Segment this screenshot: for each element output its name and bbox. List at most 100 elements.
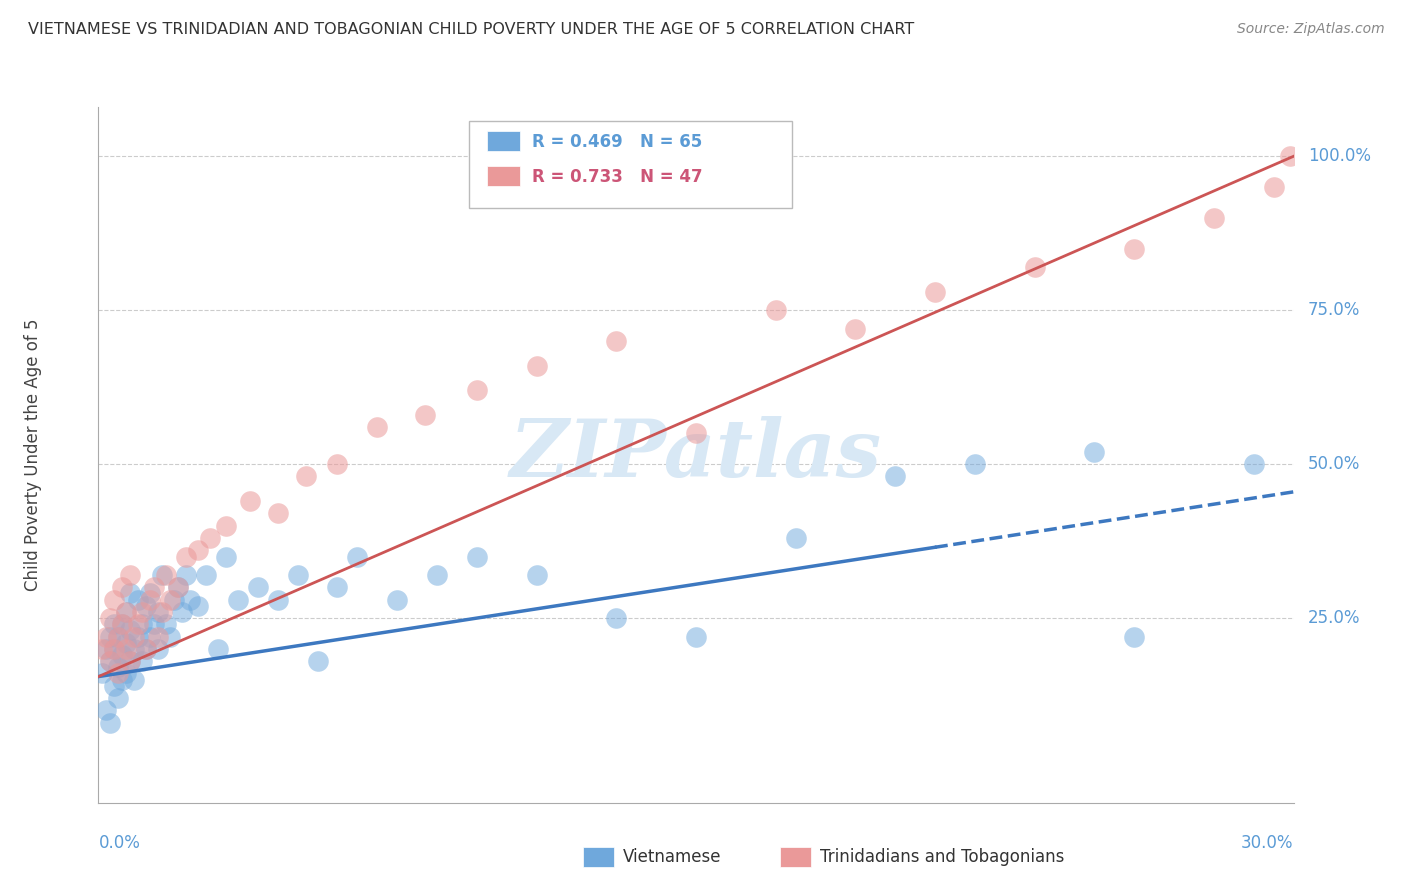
- Point: [115, 605, 138, 619]
- Point: [111, 580, 134, 594]
- Point: [127, 592, 149, 607]
- Text: 100.0%: 100.0%: [1308, 147, 1371, 165]
- Point: [148, 630, 170, 644]
- Point: [124, 630, 146, 644]
- Point: [135, 641, 157, 656]
- Point: [685, 426, 707, 441]
- Point: [924, 285, 946, 299]
- Point: [120, 654, 142, 668]
- Point: [167, 580, 190, 594]
- Point: [98, 630, 122, 644]
- Point: [413, 408, 436, 422]
- Bar: [486, 166, 520, 186]
- Point: [148, 605, 170, 619]
- Point: [111, 673, 134, 687]
- Text: Child Poverty Under the Age of 5: Child Poverty Under the Age of 5: [24, 318, 42, 591]
- Point: [1123, 630, 1146, 644]
- Point: [96, 703, 118, 717]
- Point: [1123, 242, 1146, 256]
- Point: [135, 641, 157, 656]
- Point: [107, 660, 129, 674]
- Point: [346, 549, 368, 564]
- Point: [150, 568, 173, 582]
- Point: [605, 611, 627, 625]
- Point: [131, 654, 153, 668]
- Point: [150, 605, 173, 619]
- Point: [107, 691, 129, 706]
- Point: [98, 654, 122, 668]
- Point: [148, 641, 170, 656]
- Point: [294, 469, 316, 483]
- Point: [124, 673, 146, 687]
- Point: [174, 568, 197, 582]
- Point: [179, 592, 201, 607]
- Point: [198, 531, 221, 545]
- Text: 50.0%: 50.0%: [1308, 455, 1360, 473]
- Point: [120, 568, 142, 582]
- Point: [366, 420, 388, 434]
- Point: [107, 630, 129, 644]
- Point: [127, 617, 149, 632]
- Text: 75.0%: 75.0%: [1308, 301, 1360, 319]
- Text: Trinidadians and Tobagonians: Trinidadians and Tobagonians: [820, 848, 1064, 866]
- Text: R = 0.469   N = 65: R = 0.469 N = 65: [533, 133, 703, 151]
- Point: [143, 580, 166, 594]
- Point: [765, 303, 787, 318]
- Point: [246, 580, 269, 594]
- Point: [155, 568, 177, 582]
- Point: [155, 617, 177, 632]
- Point: [103, 617, 125, 632]
- Point: [163, 592, 186, 607]
- Point: [1263, 180, 1285, 194]
- Point: [111, 617, 134, 632]
- Text: ZIPatlas: ZIPatlas: [510, 417, 882, 493]
- Text: Vietnamese: Vietnamese: [623, 848, 721, 866]
- Point: [96, 630, 118, 644]
- Point: [187, 543, 209, 558]
- Point: [127, 630, 149, 644]
- Point: [115, 636, 138, 650]
- Point: [103, 641, 125, 656]
- Point: [226, 592, 249, 607]
- Point: [98, 715, 122, 730]
- Point: [139, 630, 162, 644]
- Point: [215, 518, 238, 533]
- Point: [187, 599, 209, 613]
- Point: [287, 568, 309, 582]
- Point: [207, 641, 229, 656]
- Point: [139, 586, 162, 600]
- Point: [107, 630, 129, 644]
- Point: [103, 592, 125, 607]
- Point: [111, 648, 134, 662]
- Point: [215, 549, 238, 564]
- Point: [465, 549, 488, 564]
- Point: [135, 599, 157, 613]
- Point: [120, 654, 142, 668]
- Point: [174, 549, 197, 564]
- Point: [1024, 260, 1046, 274]
- Point: [91, 641, 114, 656]
- Point: [307, 654, 329, 668]
- Text: 30.0%: 30.0%: [1241, 834, 1294, 852]
- Text: 0.0%: 0.0%: [98, 834, 141, 852]
- Bar: [486, 131, 520, 151]
- Text: 25.0%: 25.0%: [1308, 609, 1361, 627]
- Point: [884, 469, 907, 483]
- Point: [1278, 149, 1301, 163]
- Point: [785, 531, 807, 545]
- Point: [91, 666, 114, 681]
- Point: [465, 384, 488, 398]
- Point: [385, 592, 409, 607]
- Point: [844, 321, 866, 335]
- Text: VIETNAMESE VS TRINIDADIAN AND TOBAGONIAN CHILD POVERTY UNDER THE AGE OF 5 CORREL: VIETNAMESE VS TRINIDADIAN AND TOBAGONIAN…: [28, 22, 914, 37]
- Point: [267, 507, 290, 521]
- Point: [120, 586, 142, 600]
- Point: [98, 611, 122, 625]
- Text: Source: ZipAtlas.com: Source: ZipAtlas.com: [1237, 22, 1385, 37]
- Point: [111, 617, 134, 632]
- Point: [1083, 445, 1105, 459]
- Point: [124, 641, 146, 656]
- Point: [107, 666, 129, 681]
- Point: [167, 580, 190, 594]
- Point: [98, 654, 122, 668]
